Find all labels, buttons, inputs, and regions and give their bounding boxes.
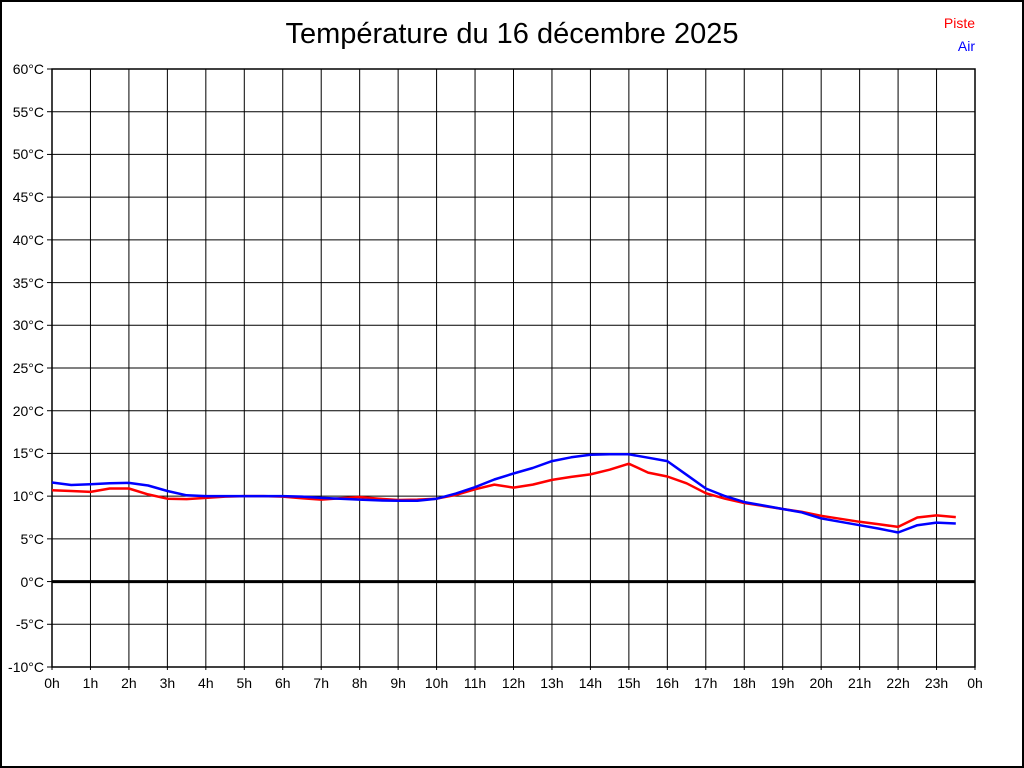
plot-frame: [51, 68, 976, 668]
x-tick-label: 12h: [501, 675, 526, 691]
y-tick-label: 45°C: [12, 189, 44, 206]
y-tick-label: 20°C: [12, 402, 44, 419]
x-tick-label: 20h: [809, 675, 833, 691]
legend-item-air: Air: [957, 38, 975, 54]
x-tick-label: 5h: [236, 675, 253, 691]
y-tick-label: 50°C: [12, 146, 44, 163]
x-tick-label: 7h: [313, 675, 329, 691]
x-tick-label: 11h: [463, 675, 487, 691]
y-tick-label: 55°C: [12, 103, 44, 120]
legend-item-piste: Piste: [943, 15, 975, 31]
y-tick-label: -10°C: [8, 659, 44, 675]
x-tick-label: 6h: [274, 675, 291, 691]
y-tick-label: 30°C: [12, 317, 44, 334]
y-tick-label: 35°C: [12, 274, 44, 291]
x-tick-label: 1h: [82, 675, 99, 691]
x-tick-label: 3h: [159, 675, 176, 691]
x-tick-label: 19h: [771, 675, 795, 691]
x-tick-label: 18h: [732, 675, 756, 691]
y-tick-label: 15°C: [12, 445, 44, 462]
y-tick-label: 60°C: [12, 61, 44, 77]
x-tick-label: 13h: [540, 675, 564, 691]
x-tick-label: 17h: [694, 675, 718, 691]
x-tick-label: 14h: [578, 675, 603, 691]
y-tick-label: 40°C: [12, 231, 44, 248]
x-tick-label: 0h: [44, 675, 60, 691]
x-tick-label: 2h: [121, 675, 137, 691]
x-tick-label: 16h: [655, 675, 679, 691]
x-tick-label: 8h: [351, 675, 368, 691]
x-tick-label: 10h: [424, 675, 449, 691]
x-tick-label: 21h: [847, 675, 872, 691]
y-tick-label: 10°C: [12, 488, 44, 505]
series-line-air: [51, 453, 956, 534]
x-tick-label: 9h: [390, 675, 406, 691]
x-tick-label: 15h: [617, 675, 641, 691]
x-tick-label: 23h: [924, 675, 949, 691]
x-tick-label: 22h: [886, 675, 910, 691]
chart-legend: Piste Air: [944, 12, 975, 58]
y-tick-label: 0°C: [20, 573, 45, 590]
x-tick-label: 0h: [967, 675, 983, 691]
x-tick-label: 4h: [198, 675, 214, 691]
y-tick-label: 5°C: [20, 530, 45, 547]
y-tick-label: -5°C: [15, 616, 44, 633]
chart-title: Température du 16 décembre 2025: [285, 18, 739, 50]
y-tick-label: 25°C: [12, 360, 44, 376]
